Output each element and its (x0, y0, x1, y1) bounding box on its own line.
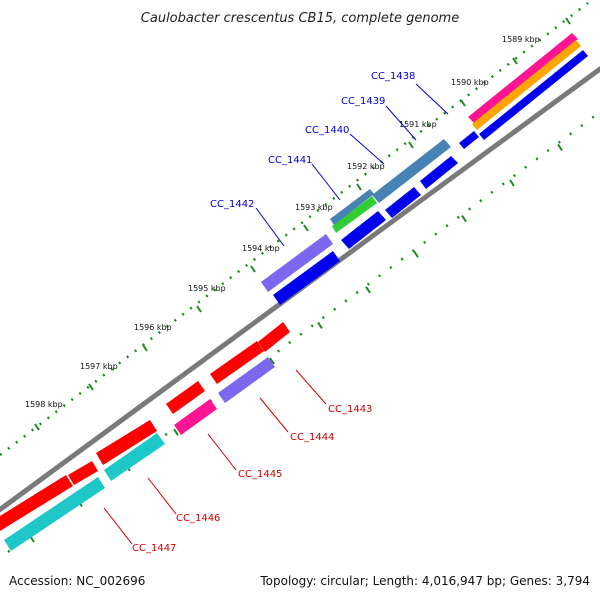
gene-cc-1439[interactable] (420, 156, 458, 189)
gene-label-cc-1442[interactable]: CC_1442 (210, 199, 254, 210)
forward-genes (261, 33, 588, 305)
kbp-tick (142, 344, 148, 352)
accession-text: Accession: NC_002696 (9, 574, 145, 588)
gene-cc-1445[interactable] (174, 399, 217, 435)
inner-tick (365, 286, 371, 294)
gene-cc-1444[interactable] (218, 357, 275, 403)
gene-label-cc-1446[interactable]: CC_1446 (176, 513, 220, 524)
map-title: Caulobacter crescentus CB15, complete ge… (141, 11, 459, 26)
gene-cc-1446[interactable] (68, 420, 165, 485)
kbp-label: 1593 kbp (295, 203, 333, 212)
gene-label-cc-1438[interactable]: CC_1438 (371, 71, 415, 82)
kbp-labels: 1589 kbp 1590 kbp 1591 kbp 1592 kbp 1593… (25, 35, 540, 409)
kbp-tick (356, 183, 362, 191)
kbp-tick (196, 305, 202, 313)
inner-tick (509, 179, 515, 187)
kbp-label: 1596 kbp (134, 323, 172, 332)
inner-tick (461, 215, 467, 223)
inner-tick (413, 250, 419, 258)
gene-cc-1438[interactable] (459, 33, 588, 149)
inner-tick (173, 428, 179, 436)
gene-label-cc-1441[interactable]: CC_1441 (268, 155, 312, 166)
gene-cc-1441[interactable] (330, 189, 386, 249)
outer-dotted-ring (0, 2, 589, 456)
gene-label-cc-1444[interactable]: CC_1444 (290, 432, 334, 443)
kbp-ticks (34, 17, 571, 431)
kbp-tick (88, 383, 94, 391)
kbp-label: 1589 kbp (502, 35, 540, 44)
kbp-label: 1598 kbp (25, 400, 63, 409)
forward-gene-labels: CC_1438 CC_1439 CC_1440 CC_1441 CC_1442 (210, 71, 415, 210)
kbp-tick (565, 17, 571, 25)
reverse-gene-labels: CC_1443 CC_1444 CC_1445 CC_1446 CC_1447 (132, 404, 372, 554)
gene-label-cc-1439[interactable]: CC_1439 (341, 96, 385, 107)
kbp-tick (512, 57, 518, 65)
kbp-label: 1594 kbp (242, 244, 280, 253)
label-leaders (103, 83, 449, 545)
kbp-label: 1597 kbp (80, 362, 118, 371)
inner-tick (317, 321, 323, 329)
kbp-label: 1590 kbp (451, 78, 489, 87)
kbp-tick (34, 423, 40, 431)
gene-cc-1447[interactable] (0, 475, 105, 551)
gene-cc-1443[interactable] (166, 322, 290, 414)
inner-tick (557, 143, 563, 151)
gene-label-cc-1440[interactable]: CC_1440 (305, 125, 349, 136)
kbp-tick (460, 99, 466, 107)
gene-label-cc-1445[interactable]: CC_1445 (238, 469, 282, 480)
gene-cc-1440[interactable] (372, 139, 451, 218)
kbp-label: 1591 kbp (399, 120, 437, 129)
kbp-label: 1592 kbp (347, 162, 385, 171)
kbp-tick (250, 265, 256, 273)
gene-label-cc-1447[interactable]: CC_1447 (132, 543, 176, 554)
gene-label-cc-1443[interactable]: CC_1443 (328, 404, 372, 415)
kbp-tick (408, 141, 414, 149)
gene-cc-1442[interactable] (261, 234, 340, 305)
reverse-genes (0, 322, 290, 551)
kbp-label: 1595 kbp (188, 284, 226, 293)
inner-tick (269, 357, 275, 365)
kbp-tick (303, 224, 309, 232)
topology-text: Topology: circular; Length: 4,016,947 bp… (259, 574, 590, 588)
